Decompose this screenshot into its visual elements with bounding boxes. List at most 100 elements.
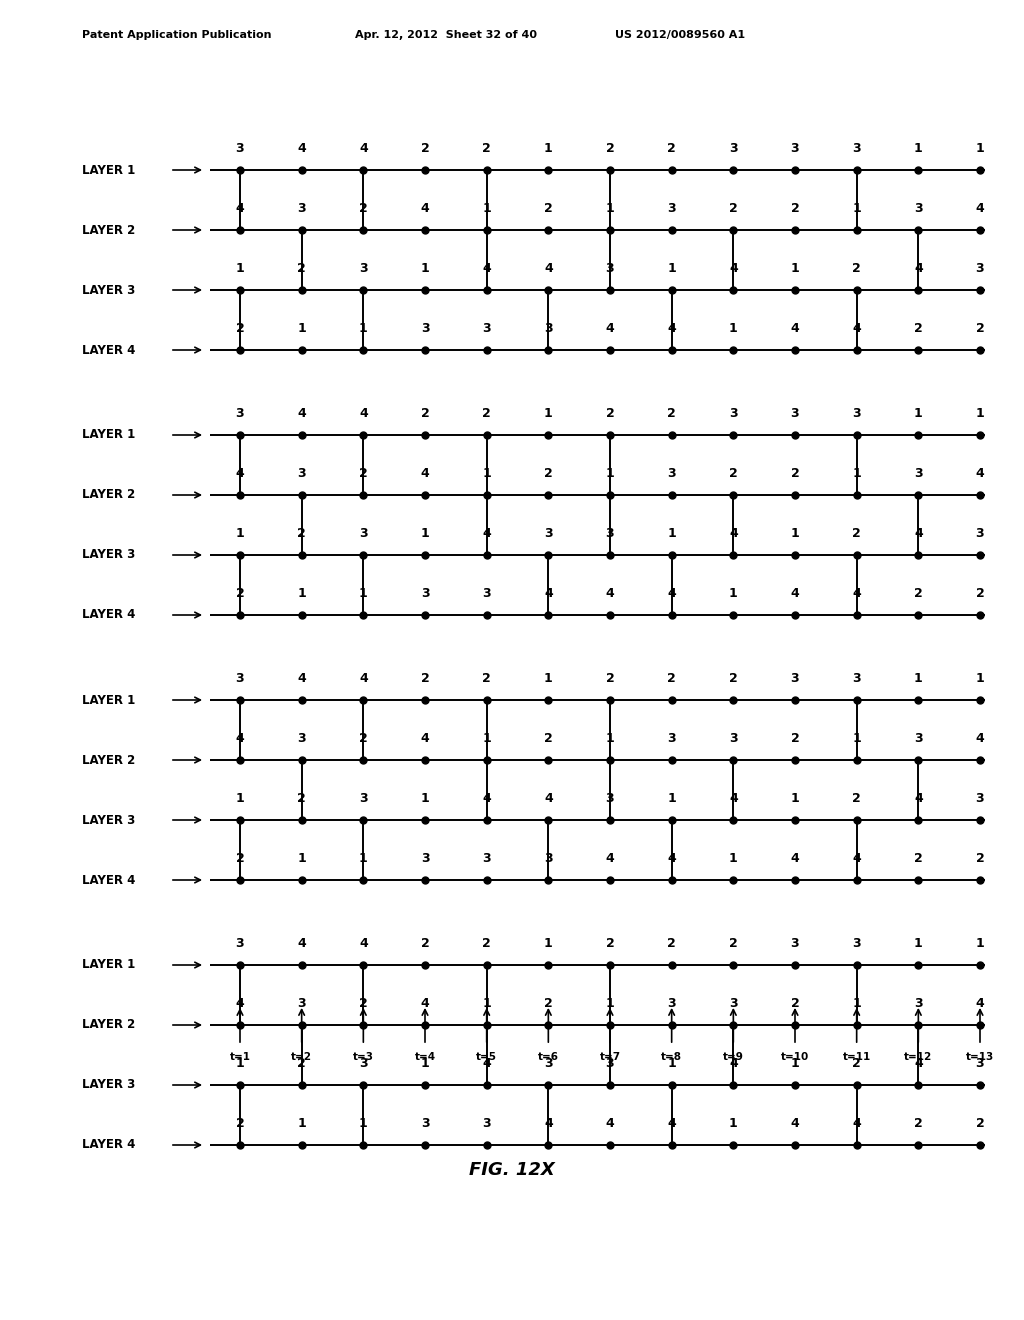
Text: 2: 2 — [359, 467, 368, 480]
Text: 2: 2 — [297, 792, 306, 805]
Text: 1: 1 — [544, 672, 553, 685]
Text: 4: 4 — [852, 587, 861, 601]
Text: 3: 3 — [605, 1057, 614, 1071]
Text: 1: 1 — [605, 733, 614, 744]
Text: 3: 3 — [297, 202, 306, 215]
Text: 1: 1 — [544, 143, 553, 154]
Text: 3: 3 — [852, 143, 861, 154]
Text: 4: 4 — [297, 143, 306, 154]
Text: LAYER 4: LAYER 4 — [82, 1138, 135, 1151]
Text: 1: 1 — [729, 1117, 737, 1130]
Text: 4: 4 — [605, 322, 614, 335]
Text: 2: 2 — [482, 672, 492, 685]
Text: 4: 4 — [914, 1057, 923, 1071]
Text: 4: 4 — [668, 322, 676, 335]
Text: 1: 1 — [668, 792, 676, 805]
Text: 2: 2 — [668, 407, 676, 420]
Text: LAYER 3: LAYER 3 — [82, 549, 135, 561]
Text: 2: 2 — [914, 1117, 923, 1130]
Text: 3: 3 — [668, 997, 676, 1010]
Text: 3: 3 — [359, 527, 368, 540]
Text: 4: 4 — [914, 792, 923, 805]
Text: 1: 1 — [482, 467, 492, 480]
Text: 4: 4 — [482, 261, 492, 275]
Text: 2: 2 — [297, 527, 306, 540]
Text: 4: 4 — [605, 1117, 614, 1130]
Text: LAYER 4: LAYER 4 — [82, 609, 135, 622]
Text: 2: 2 — [482, 937, 492, 950]
Text: 1: 1 — [852, 733, 861, 744]
Text: 4: 4 — [729, 792, 737, 805]
Text: 2: 2 — [914, 851, 923, 865]
Text: 3: 3 — [668, 467, 676, 480]
Text: 2: 2 — [976, 322, 984, 335]
Text: t=6: t=6 — [538, 1052, 559, 1063]
Text: 1: 1 — [236, 1057, 245, 1071]
Text: 2: 2 — [668, 143, 676, 154]
Text: 3: 3 — [791, 143, 800, 154]
Text: 2: 2 — [421, 143, 429, 154]
Text: 3: 3 — [297, 733, 306, 744]
Text: 2: 2 — [236, 322, 245, 335]
Text: 2: 2 — [605, 143, 614, 154]
Text: 1: 1 — [729, 322, 737, 335]
Text: 3: 3 — [236, 143, 245, 154]
Text: 4: 4 — [421, 202, 429, 215]
Text: 3: 3 — [605, 261, 614, 275]
Text: LAYER 2: LAYER 2 — [82, 488, 135, 502]
Text: 2: 2 — [914, 587, 923, 601]
Text: 2: 2 — [914, 322, 923, 335]
Text: 1: 1 — [791, 792, 800, 805]
Text: 3: 3 — [421, 851, 429, 865]
Text: LAYER 4: LAYER 4 — [82, 874, 135, 887]
Text: 1: 1 — [976, 143, 984, 154]
Text: 3: 3 — [421, 587, 429, 601]
Text: 4: 4 — [976, 202, 984, 215]
Text: 3: 3 — [976, 792, 984, 805]
Text: 3: 3 — [605, 792, 614, 805]
Text: 1: 1 — [482, 733, 492, 744]
Text: 3: 3 — [359, 261, 368, 275]
Text: 2: 2 — [421, 937, 429, 950]
Text: t=12: t=12 — [904, 1052, 933, 1063]
Text: 3: 3 — [359, 1057, 368, 1071]
Text: 2: 2 — [976, 587, 984, 601]
Text: 1: 1 — [605, 467, 614, 480]
Text: 1: 1 — [297, 851, 306, 865]
Text: t=11: t=11 — [843, 1052, 870, 1063]
Text: 4: 4 — [976, 467, 984, 480]
Text: LAYER 1: LAYER 1 — [82, 958, 135, 972]
Text: 1: 1 — [976, 937, 984, 950]
Text: 4: 4 — [729, 527, 737, 540]
Text: 3: 3 — [914, 202, 923, 215]
Text: 1: 1 — [236, 527, 245, 540]
Text: 2: 2 — [236, 587, 245, 601]
Text: 3: 3 — [544, 527, 553, 540]
Text: 4: 4 — [544, 792, 553, 805]
Text: 1: 1 — [297, 587, 306, 601]
Text: 4: 4 — [421, 733, 429, 744]
Text: 3: 3 — [914, 467, 923, 480]
Text: 1: 1 — [976, 407, 984, 420]
Text: t=9: t=9 — [723, 1052, 743, 1063]
Text: 4: 4 — [852, 851, 861, 865]
Text: 2: 2 — [976, 1117, 984, 1130]
Text: 3: 3 — [297, 467, 306, 480]
Text: 1: 1 — [668, 261, 676, 275]
Text: 1: 1 — [791, 261, 800, 275]
Text: t=8: t=8 — [662, 1052, 682, 1063]
Text: 3: 3 — [914, 733, 923, 744]
Text: 3: 3 — [729, 997, 737, 1010]
Text: t=7: t=7 — [599, 1052, 621, 1063]
Text: 1: 1 — [482, 997, 492, 1010]
Text: 3: 3 — [236, 407, 245, 420]
Text: 1: 1 — [544, 407, 553, 420]
Text: 4: 4 — [359, 672, 368, 685]
Text: 3: 3 — [729, 733, 737, 744]
Text: 4: 4 — [914, 261, 923, 275]
Text: 2: 2 — [605, 672, 614, 685]
Text: 3: 3 — [729, 143, 737, 154]
Text: 1: 1 — [236, 792, 245, 805]
Text: 3: 3 — [976, 527, 984, 540]
Text: 1: 1 — [359, 587, 368, 601]
